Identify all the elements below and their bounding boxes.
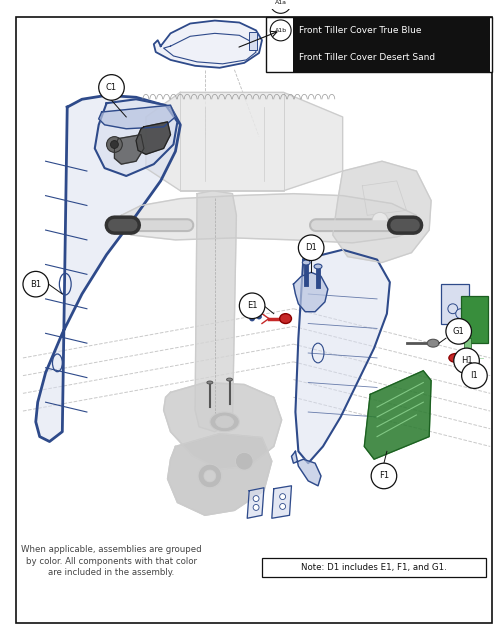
Polygon shape: [272, 486, 291, 518]
Ellipse shape: [207, 381, 213, 384]
Bar: [249, 32, 257, 50]
Polygon shape: [333, 161, 431, 263]
Text: F1: F1: [379, 472, 389, 480]
Text: A1b: A1b: [274, 28, 286, 33]
Circle shape: [454, 348, 479, 373]
Polygon shape: [364, 371, 431, 459]
Text: Note: D1 includes E1, F1, and G1.: Note: D1 includes E1, F1, and G1.: [301, 563, 447, 572]
Bar: [460, 296, 488, 343]
Ellipse shape: [280, 314, 291, 323]
Bar: [294, 44, 490, 72]
Polygon shape: [164, 382, 282, 469]
Text: H1: H1: [460, 356, 472, 365]
Ellipse shape: [302, 260, 310, 265]
Circle shape: [446, 318, 471, 344]
Circle shape: [240, 293, 265, 318]
Bar: [441, 284, 468, 323]
Polygon shape: [116, 194, 416, 243]
Circle shape: [270, 0, 291, 13]
Bar: [266, 16, 492, 72]
Circle shape: [253, 505, 259, 510]
Circle shape: [372, 212, 388, 228]
Ellipse shape: [226, 378, 232, 381]
Ellipse shape: [314, 264, 322, 269]
Circle shape: [280, 503, 285, 510]
Polygon shape: [168, 434, 272, 515]
Text: Front Tiller Cover Desert Sand: Front Tiller Cover Desert Sand: [300, 53, 436, 63]
Text: I1: I1: [470, 371, 478, 380]
Circle shape: [448, 304, 458, 314]
Circle shape: [23, 272, 48, 297]
Polygon shape: [114, 135, 144, 164]
Circle shape: [110, 141, 118, 148]
Bar: [262, 558, 486, 577]
Circle shape: [456, 309, 466, 318]
Polygon shape: [95, 99, 178, 176]
Text: E1: E1: [247, 301, 258, 310]
Bar: [464, 338, 471, 348]
Circle shape: [253, 496, 259, 501]
Ellipse shape: [210, 412, 240, 432]
Text: G1: G1: [453, 327, 464, 336]
Circle shape: [106, 137, 122, 153]
Ellipse shape: [216, 416, 234, 428]
Polygon shape: [294, 272, 328, 311]
Circle shape: [270, 20, 291, 41]
Text: C1: C1: [106, 83, 117, 92]
Ellipse shape: [427, 339, 439, 347]
Polygon shape: [154, 20, 262, 68]
Circle shape: [198, 464, 222, 488]
Bar: [294, 16, 490, 44]
Circle shape: [256, 314, 262, 319]
Polygon shape: [98, 105, 176, 128]
Circle shape: [371, 463, 396, 489]
Text: When applicable, assemblies are grouped
by color. All components with that color: When applicable, assemblies are grouped …: [21, 545, 202, 577]
Text: B1: B1: [30, 280, 42, 289]
Circle shape: [236, 453, 253, 470]
Circle shape: [298, 235, 324, 261]
Polygon shape: [296, 250, 390, 463]
Polygon shape: [36, 96, 180, 442]
Circle shape: [98, 75, 124, 100]
Ellipse shape: [449, 353, 462, 362]
Text: A1a: A1a: [274, 1, 286, 5]
Circle shape: [462, 363, 487, 389]
Circle shape: [280, 494, 285, 499]
Polygon shape: [195, 191, 236, 432]
Polygon shape: [292, 451, 321, 486]
Circle shape: [250, 316, 254, 321]
Polygon shape: [247, 488, 264, 518]
Text: D1: D1: [306, 243, 317, 253]
Polygon shape: [136, 122, 170, 154]
Text: Front Tiller Cover True Blue: Front Tiller Cover True Blue: [300, 26, 422, 35]
Polygon shape: [146, 92, 342, 191]
Circle shape: [204, 470, 216, 482]
